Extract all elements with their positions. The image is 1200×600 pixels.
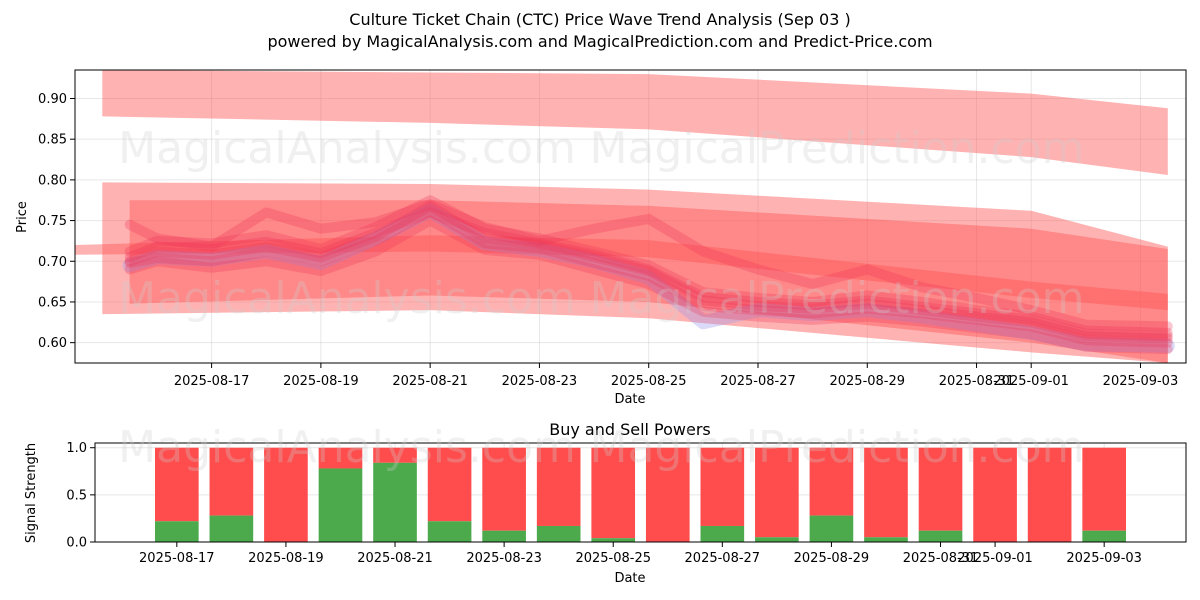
price-grid <box>75 70 1186 363</box>
trend-band <box>102 182 1168 363</box>
sell-bar <box>427 447 472 522</box>
powers-x-tick-label: 2025-08-31 <box>903 551 979 566</box>
watermark-prediction-top: MagicalPrediction.com <box>590 123 1085 174</box>
chart-title: Culture Ticket Chain (CTC) Price Wave Tr… <box>349 10 850 29</box>
price-x-tick-label: 2025-08-19 <box>283 374 359 389</box>
watermark-analysis-middle: MagicalAnalysis.com <box>118 273 576 324</box>
price-plot-frame <box>74 69 1187 364</box>
price-x-tick-label: 2025-08-17 <box>174 374 250 389</box>
price-y-tick-label: 0.70 <box>38 255 67 270</box>
price-y-axis: 0.60 0.65 0.70 0.75 0.80 0.85 0.90 <box>38 92 75 351</box>
price-y-tick-label: 0.75 <box>38 214 67 229</box>
buy-bar <box>700 525 745 542</box>
buy-bar <box>591 538 636 542</box>
watermark-prediction-middle: MagicalPrediction.com <box>590 273 1085 324</box>
powers-y-axis-label: Signal Strength <box>24 443 39 543</box>
price-x-axis-label: Date <box>614 392 645 407</box>
powers-y-axis: 0.0 0.5 1.0 <box>66 441 95 551</box>
buy-bar <box>918 530 963 542</box>
sell-bar <box>536 447 581 526</box>
price-x-tick-label: 2025-08-25 <box>611 374 687 389</box>
sell-bar <box>755 447 799 538</box>
buy-bar <box>1082 530 1126 542</box>
wave-line <box>124 200 1173 344</box>
sell-bar <box>373 447 417 463</box>
price-waves <box>122 195 1175 355</box>
sell-bar <box>155 447 199 522</box>
powers-bars <box>155 447 1126 542</box>
trend-band <box>75 235 1168 311</box>
powers-x-tick-label: 2025-09-01 <box>957 551 1033 566</box>
sell-bar <box>318 447 363 469</box>
watermark-prediction-bottom: MagicalPrediction.com <box>590 422 1085 473</box>
buy-bar <box>864 537 908 542</box>
buy-bar <box>155 521 199 542</box>
powers-x-tick-label: 2025-09-03 <box>1066 551 1142 566</box>
sell-bar <box>264 447 308 542</box>
chart-subtitle: powered by MagicalAnalysis.com and Magic… <box>267 32 932 51</box>
buy-bar <box>536 525 581 542</box>
wave-line <box>124 215 1173 355</box>
powers-x-tick-label: 2025-08-23 <box>466 551 542 566</box>
sell-bar <box>973 447 1017 542</box>
buy-bar <box>209 515 254 542</box>
sell-bar <box>209 447 254 516</box>
powers-x-tick-label: 2025-08-19 <box>248 551 324 566</box>
watermark-analysis-bottom: MagicalAnalysis.com <box>118 422 576 473</box>
buy-bar <box>809 515 854 542</box>
powers-x-tick-label: 2025-08-21 <box>357 551 433 566</box>
price-y-tick-label: 0.65 <box>38 295 67 310</box>
buy-bar <box>427 521 472 542</box>
sell-bar <box>918 447 963 531</box>
price-x-tick-label: 2025-08-31 <box>939 374 1015 389</box>
powers-x-tick-label: 2025-08-17 <box>139 551 215 566</box>
wave-line-alt <box>122 203 1175 353</box>
price-x-tick-label: 2025-08-23 <box>502 374 578 389</box>
powers-x-tick-label: 2025-08-27 <box>685 551 761 566</box>
powers-plot-frame <box>94 442 1187 543</box>
wave-line <box>124 199 1173 332</box>
price-y-tick-label: 0.80 <box>38 173 67 188</box>
wave-line <box>124 195 1173 338</box>
sell-bar <box>482 447 526 531</box>
price-bands <box>75 70 1168 363</box>
price-y-tick-label: 0.85 <box>38 133 67 148</box>
price-y-axis-label: Price <box>15 201 30 233</box>
trend-band <box>102 70 1168 175</box>
price-x-axis: 2025-08-17 2025-08-19 2025-08-21 2025-08-23… <box>174 363 1178 389</box>
watermark-analysis-top: MagicalAnalysis.com <box>118 123 576 174</box>
sell-bar <box>809 447 854 516</box>
price-x-tick-label: 2025-08-21 <box>392 374 468 389</box>
powers-x-axis-label: Date <box>614 571 645 586</box>
powers-chart-title: Buy and Sell Powers <box>549 420 711 439</box>
buy-bar <box>373 462 417 542</box>
price-x-tick-label: 2025-08-27 <box>720 374 796 389</box>
buy-bar <box>318 468 363 542</box>
powers-y-tick-label: 1.0 <box>66 441 87 456</box>
price-x-tick-label: 2025-09-01 <box>993 374 1069 389</box>
buy-bar <box>482 530 526 542</box>
sell-bar <box>1027 447 1072 542</box>
buy-bar <box>755 537 799 542</box>
sell-bar <box>1082 447 1126 531</box>
price-x-tick-label: 2025-09-03 <box>1103 374 1179 389</box>
price-y-tick-label: 0.90 <box>38 92 67 107</box>
sell-bar <box>864 447 908 538</box>
sell-bar <box>645 447 690 542</box>
powers-y-tick-label: 0.5 <box>66 488 87 503</box>
wave-line <box>124 207 1173 342</box>
powers-x-tick-label: 2025-08-29 <box>794 551 870 566</box>
price-x-tick-label: 2025-08-29 <box>829 374 905 389</box>
sell-bar <box>700 447 745 526</box>
sell-bar <box>591 447 636 539</box>
wave-line <box>124 205 1173 348</box>
price-y-tick-label: 0.60 <box>38 336 67 351</box>
trend-band <box>129 200 1168 363</box>
powers-x-tick-label: 2025-08-25 <box>575 551 651 566</box>
powers-x-axis: 2025-08-17 2025-08-19 2025-08-21 2025-08-23… <box>139 542 1142 566</box>
powers-y-tick-label: 0.0 <box>66 536 87 551</box>
